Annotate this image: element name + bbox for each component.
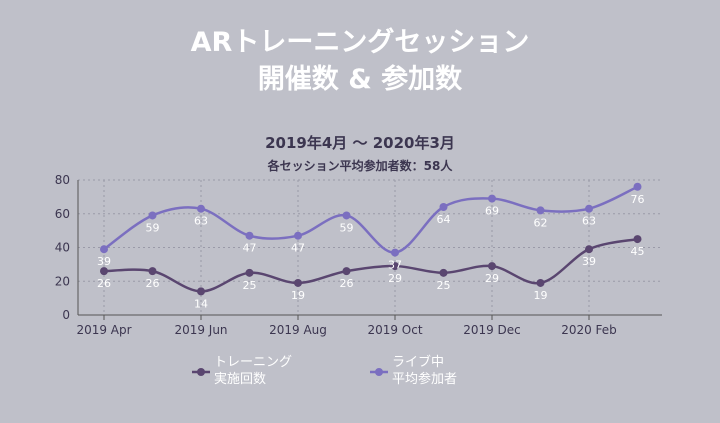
legend-item-live-participants[interactable]: ライブ中 平均参加者 [370, 354, 457, 387]
x-tick-label: 2019 Jun [174, 323, 227, 337]
series-line-1 [103, 185, 639, 254]
data-label-0: 14 [194, 297, 208, 310]
data-label-1: 37 [388, 259, 402, 272]
data-point-0[interactable] [391, 262, 399, 271]
data-label-1: 39 [97, 255, 111, 268]
data-label-0: 19 [534, 289, 548, 302]
data-label-0: 25 [437, 279, 451, 292]
data-point-0[interactable] [197, 287, 205, 296]
data-point-1[interactable] [245, 231, 254, 240]
grid-lines [78, 179, 662, 315]
data-point-0[interactable] [439, 268, 448, 277]
x-tick-label: 2019 Apr [76, 323, 131, 337]
chart-subtitle-period: 2019年4月 〜 2020年3月 [265, 134, 455, 152]
data-label-1: 62 [534, 216, 548, 229]
data-point-1[interactable] [391, 248, 399, 257]
y-tick-label: 80 [55, 173, 70, 187]
data-label-1: 59 [340, 221, 354, 234]
data-point-0[interactable] [148, 267, 157, 276]
series-line-0 [103, 237, 638, 293]
legend-label-training-line2: 実施回数 [214, 371, 266, 387]
data-point-1[interactable] [100, 245, 108, 254]
data-label-1: 47 [291, 242, 305, 255]
y-tick-label: 20 [55, 274, 70, 288]
x-tick-label: 2019 Dec [463, 323, 521, 337]
data-point-1[interactable] [585, 204, 593, 213]
data-point-1[interactable] [342, 211, 351, 220]
data-label-0: 26 [340, 277, 354, 290]
data-point-0[interactable] [633, 235, 642, 244]
data-point-0[interactable] [342, 267, 351, 276]
data-point-1[interactable] [488, 194, 496, 203]
data-label-1: 59 [146, 221, 160, 234]
chart-subtitle-average: 各セッション平均参加者数：58人 [267, 159, 453, 173]
data-point-1[interactable] [536, 206, 545, 215]
data-point-0[interactable] [536, 278, 545, 287]
data-label-1: 76 [631, 193, 645, 206]
data-label-0: 26 [97, 277, 111, 290]
chart-title-line1: ARトレーニングセッション [190, 27, 530, 58]
chart-title-line2: 開催数 & 参加数 [257, 64, 463, 95]
chart-axes: 0 20 40 60 80 2019 Apr 2019 Jun 2019 Aug 2019 Oc… [55, 173, 662, 337]
y-tick-label: 40 [55, 241, 70, 255]
data-label-0: 25 [243, 279, 257, 292]
legend-item-training-count[interactable]: トレーニング 実施回数 [192, 355, 292, 387]
data-point-0[interactable] [100, 267, 108, 276]
data-label-0: 26 [146, 277, 160, 290]
legend-label-training-line1: トレーニング [214, 355, 292, 370]
data-label-0: 19 [291, 289, 305, 302]
data-label-0: 29 [388, 272, 402, 285]
y-tick-label: 0 [62, 308, 70, 322]
legend-marker-live [375, 368, 383, 376]
data-point-1[interactable] [633, 182, 642, 191]
data-point-1[interactable] [294, 231, 302, 240]
data-label-1: 63 [194, 215, 208, 228]
x-tick-label: 2019 Oct [367, 323, 422, 337]
legend-label-live-line1: ライブ中 [392, 354, 444, 370]
data-point-0[interactable] [294, 278, 302, 287]
y-tick-label: 60 [55, 207, 70, 221]
data-point-0[interactable] [245, 268, 254, 277]
data-label-0: 29 [485, 272, 499, 285]
data-label-1: 64 [437, 213, 451, 226]
data-point-0[interactable] [585, 245, 593, 254]
data-point-0[interactable] [488, 262, 496, 271]
legend-marker-training [197, 368, 205, 376]
data-label-1: 47 [243, 242, 257, 255]
data-label-0: 45 [631, 245, 645, 258]
data-label-0: 39 [582, 255, 596, 268]
data-point-1[interactable] [148, 211, 157, 220]
data-point-1[interactable] [439, 203, 448, 211]
x-tick-label: 2019 Aug [269, 323, 327, 337]
legend-label-live-line2: 平均参加者 [392, 371, 457, 387]
data-label-1: 69 [485, 205, 499, 218]
data-label-1: 63 [582, 215, 596, 228]
chart-legend: トレーニング 実施回数 ライブ中 平均参加者 [192, 354, 457, 387]
data-point-1[interactable] [197, 204, 205, 213]
chart-series: 26 26 14 25 19 26 29 25 29 19 39 45 39 59 63 47 47 59 37 64… [97, 182, 645, 310]
x-tick-label: 2020 Feb [561, 323, 617, 337]
